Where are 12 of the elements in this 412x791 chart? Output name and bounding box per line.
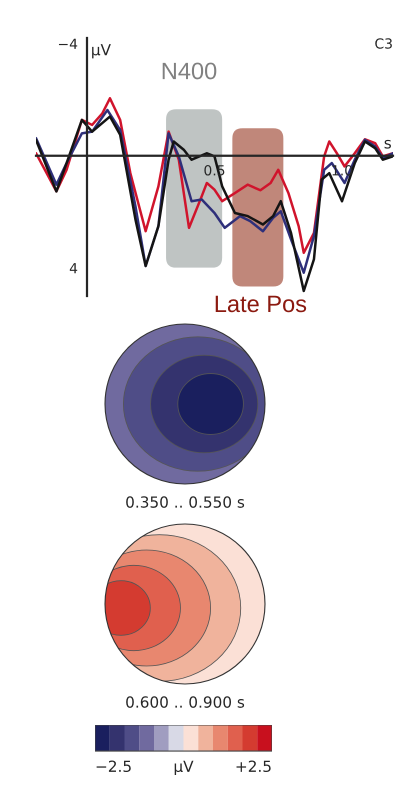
text: 0.350 .. 0.550 s	[126, 496, 244, 508]
band-label: Late Pos	[216, 296, 306, 312]
y-tick-label: 4	[70, 263, 78, 274]
band-label: N400	[162, 62, 216, 80]
text: 0.600 .. 0.900 s	[126, 696, 244, 708]
text: µV	[174, 760, 194, 776]
x-axis-title: s	[384, 140, 391, 149]
annotation: C3	[375, 38, 392, 49]
text: −2.5	[96, 760, 131, 772]
text: +2.5	[236, 760, 271, 772]
y-tick-label: −4	[58, 38, 78, 49]
y-axis-title: µV	[92, 44, 111, 58]
